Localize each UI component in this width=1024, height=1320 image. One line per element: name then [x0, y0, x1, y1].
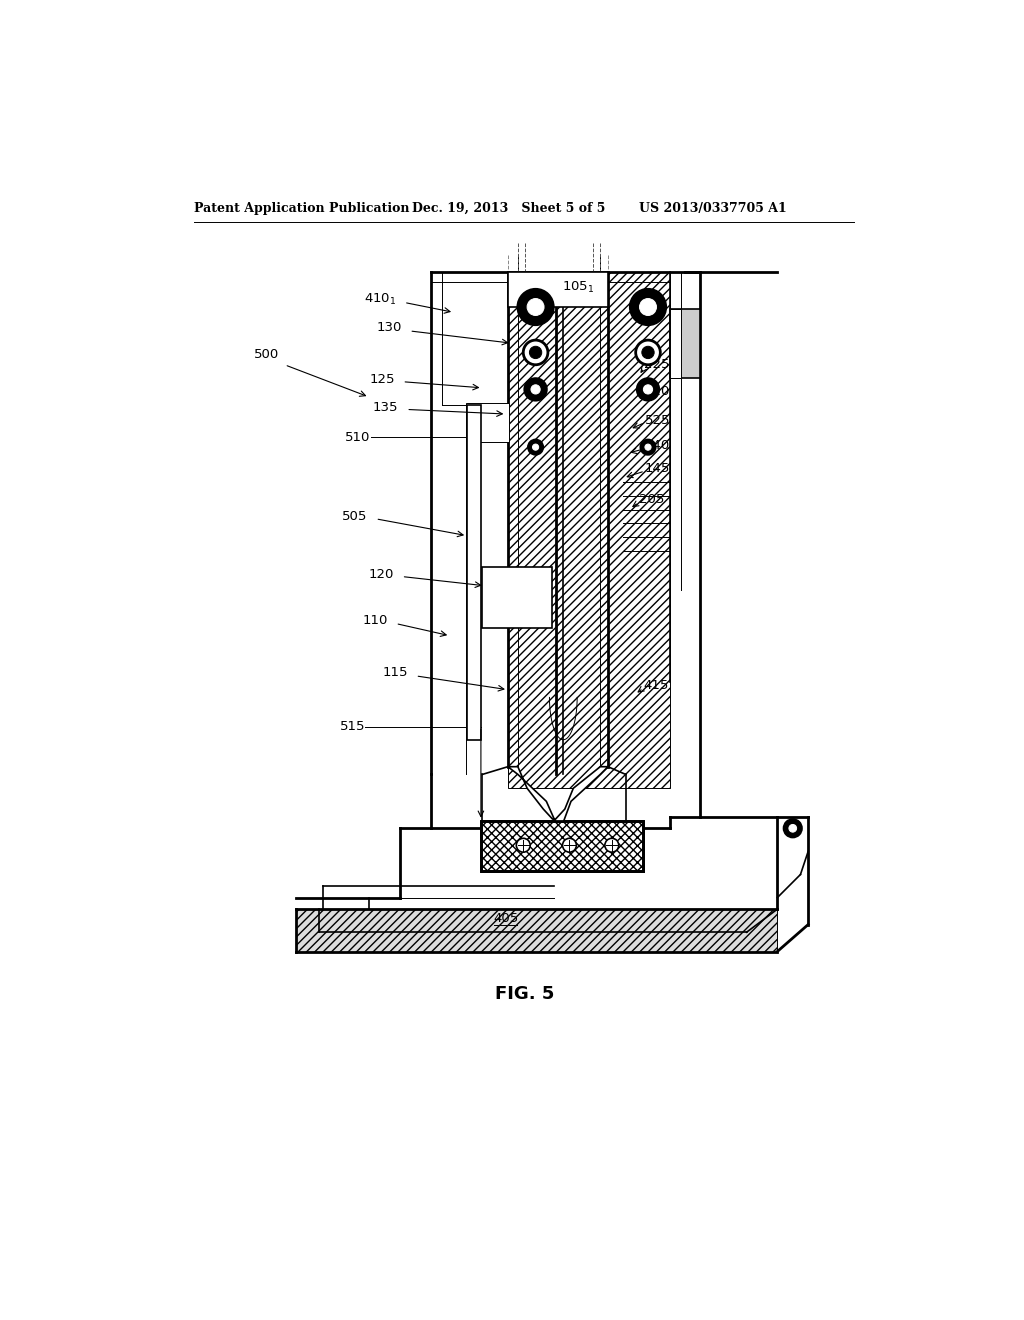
Text: US 2013/0337705 A1: US 2013/0337705 A1	[639, 202, 786, 215]
Text: 410$_1$: 410$_1$	[364, 292, 396, 306]
Text: 510: 510	[345, 430, 371, 444]
Polygon shape	[508, 767, 608, 822]
Text: 135: 135	[373, 400, 398, 413]
Circle shape	[523, 341, 548, 364]
Bar	[481, 821, 643, 871]
Text: 520: 520	[645, 385, 671, 399]
Text: 145: 145	[645, 462, 671, 475]
Circle shape	[532, 444, 539, 450]
Circle shape	[637, 379, 658, 400]
Circle shape	[527, 298, 544, 315]
Text: 130: 130	[376, 321, 401, 334]
Text: Patent Application Publication: Patent Application Publication	[194, 202, 410, 215]
Bar	[481, 821, 643, 871]
Text: 500: 500	[254, 348, 279, 362]
Text: 105$_1$: 105$_1$	[562, 280, 595, 296]
Circle shape	[642, 346, 654, 359]
Text: 205: 205	[639, 492, 665, 506]
Circle shape	[640, 298, 656, 315]
Text: 140: 140	[645, 440, 670, 453]
Circle shape	[783, 818, 802, 838]
Text: 110: 110	[362, 614, 388, 627]
Bar	[670, 309, 700, 378]
Bar	[508, 272, 670, 788]
Circle shape	[528, 440, 544, 455]
Circle shape	[645, 444, 651, 450]
Circle shape	[529, 346, 542, 359]
Bar	[670, 309, 681, 378]
Circle shape	[643, 385, 652, 395]
Text: 415: 415	[643, 680, 669, 693]
Bar	[296, 909, 777, 952]
Bar	[482, 566, 552, 628]
Text: Dec. 19, 2013   Sheet 5 of 5: Dec. 19, 2013 Sheet 5 of 5	[412, 202, 605, 215]
Text: 515: 515	[340, 721, 366, 733]
Circle shape	[516, 838, 530, 853]
Circle shape	[605, 838, 618, 853]
Text: 125: 125	[370, 372, 394, 385]
Text: 505: 505	[342, 510, 368, 523]
Bar	[467, 405, 481, 739]
Text: 115: 115	[382, 667, 408, 680]
Text: 225: 225	[644, 358, 670, 371]
Circle shape	[524, 379, 547, 400]
Bar	[466, 404, 509, 442]
Circle shape	[636, 341, 660, 364]
Text: FIG. 5: FIG. 5	[496, 985, 554, 1003]
Circle shape	[518, 289, 553, 325]
Text: 120: 120	[369, 568, 394, 581]
Text: 405: 405	[493, 912, 518, 925]
Circle shape	[562, 838, 577, 853]
Circle shape	[631, 289, 666, 325]
Bar	[508, 272, 608, 308]
Circle shape	[788, 825, 797, 832]
Circle shape	[640, 440, 655, 455]
Circle shape	[531, 385, 541, 395]
Text: 525: 525	[645, 413, 671, 426]
